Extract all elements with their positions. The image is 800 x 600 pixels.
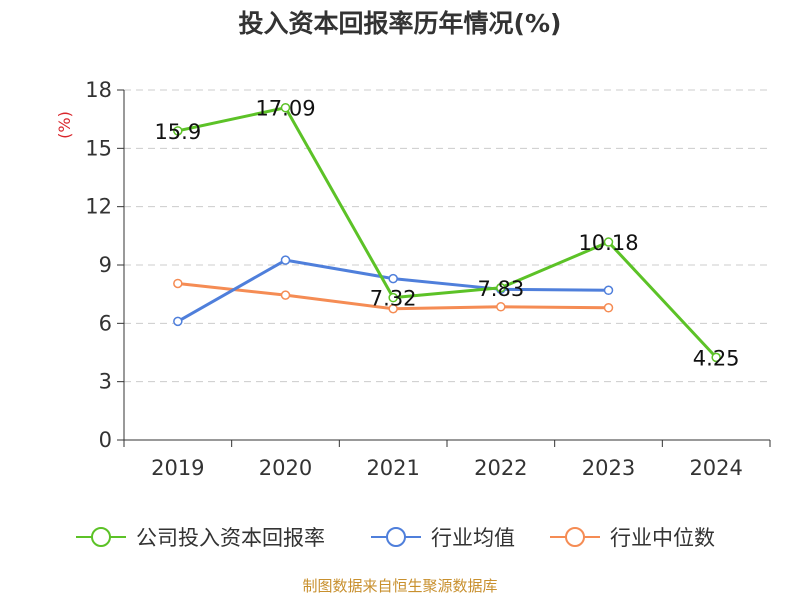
x-tick-label: 2022 <box>474 456 527 480</box>
chart-title: 投入资本回报率历年情况(%) <box>238 9 562 38</box>
y-tick-label: 0 <box>99 428 112 452</box>
data-label: 4.25 <box>693 346 740 370</box>
legend-marker <box>91 527 111 547</box>
data-point <box>603 237 614 247</box>
data-point <box>173 126 183 136</box>
x-tick-label: 2021 <box>366 456 419 480</box>
legend-marker <box>386 527 406 547</box>
data-point <box>173 278 183 289</box>
y-tick-label: 18 <box>85 78 112 102</box>
data-point <box>173 316 183 327</box>
y-tick-label: 6 <box>99 311 112 335</box>
x-tick-label: 2023 <box>582 456 635 480</box>
data-point <box>496 283 506 293</box>
data-label: 7.83 <box>477 277 524 301</box>
y-tick-label: 3 <box>99 370 112 394</box>
data-point <box>603 285 614 296</box>
data-point <box>388 292 398 303</box>
data-label: 15.9 <box>154 120 201 144</box>
data-point <box>496 302 506 312</box>
x-tick-label: 2020 <box>259 456 312 480</box>
data-point <box>388 304 398 314</box>
legend-label: 公司投入资本回报率 <box>136 526 325 550</box>
y-tick-label: 15 <box>85 136 112 160</box>
data-point <box>280 255 291 265</box>
x-tick-label: 2024 <box>689 456 742 480</box>
x-tick-label: 2019 <box>151 456 204 480</box>
source-note: 制图数据来自恒生聚源数据库 <box>302 577 498 595</box>
legend-marker <box>565 527 585 547</box>
data-label: 7.32 <box>370 287 417 311</box>
legend-label: 行业均值 <box>431 526 515 550</box>
y-tick-label: 12 <box>85 195 112 219</box>
data-point <box>280 290 291 300</box>
data-point <box>280 102 291 113</box>
data-point <box>603 303 614 313</box>
data-point <box>388 273 398 284</box>
legend-label: 行业中位数 <box>610 526 715 550</box>
data-label: 10.18 <box>578 231 638 255</box>
series-line <box>177 106 718 359</box>
y-tick-label: 9 <box>99 253 112 277</box>
data-label: 17.09 <box>255 97 315 121</box>
data-point <box>711 352 721 363</box>
y-axis-label: (%) <box>55 111 74 139</box>
